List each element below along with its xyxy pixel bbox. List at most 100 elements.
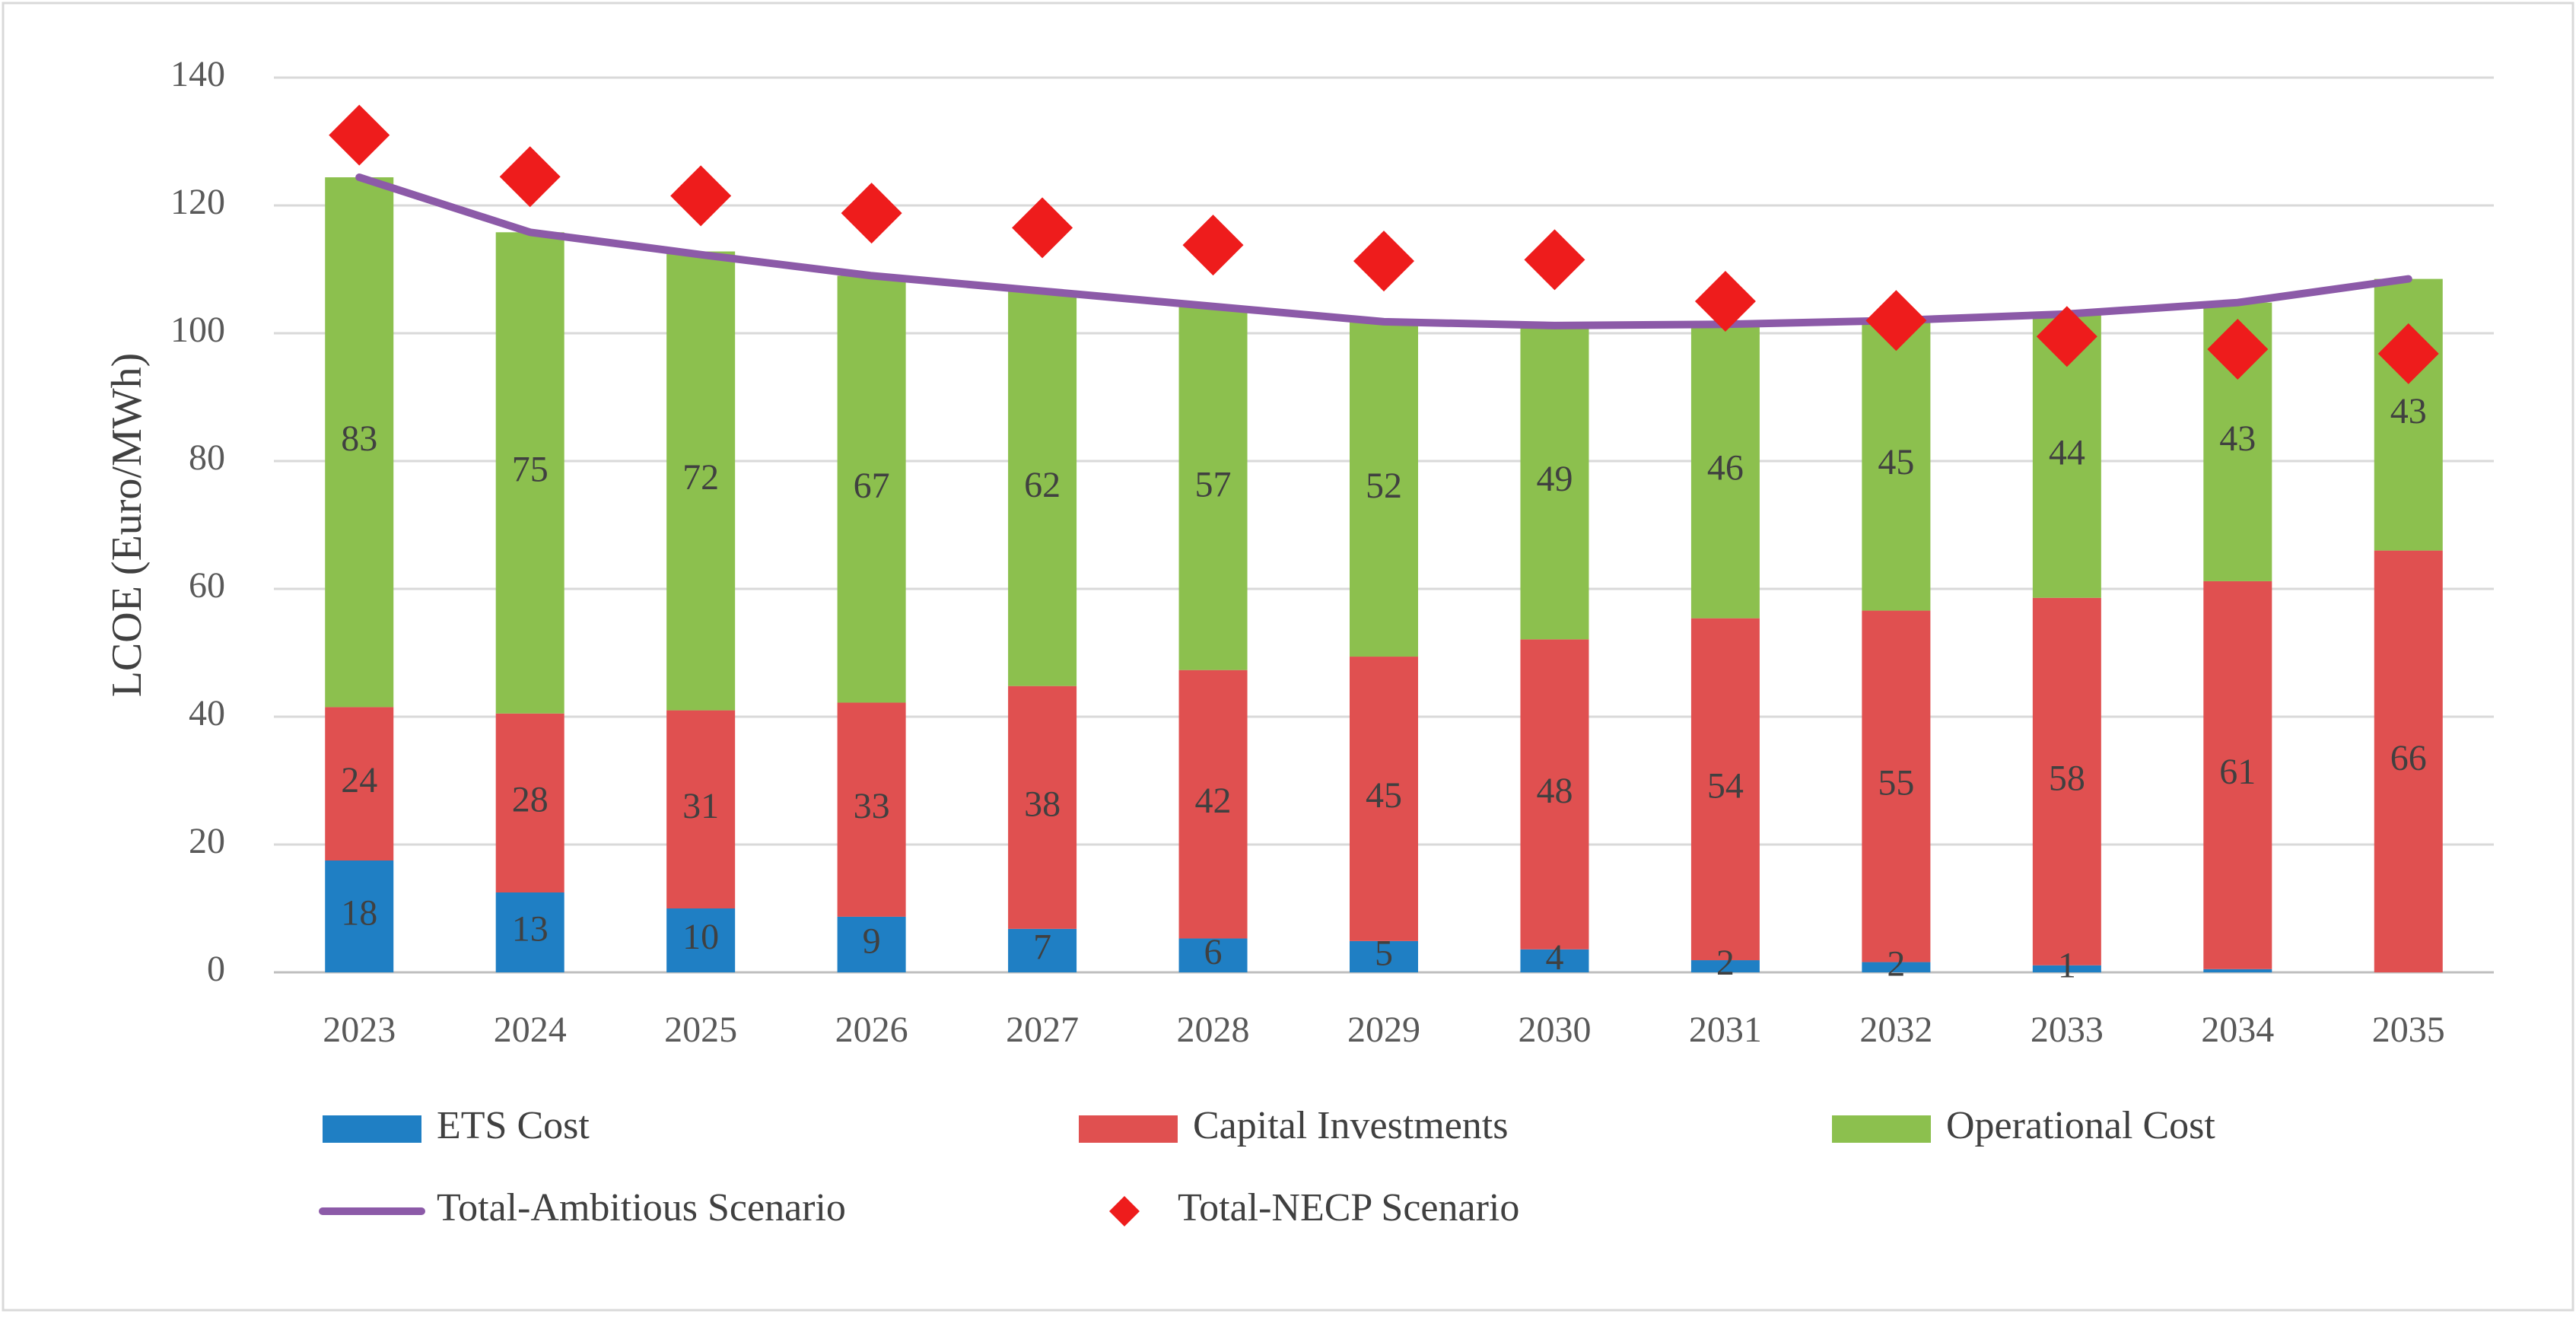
x-tick-label: 2024	[494, 1010, 567, 1050]
x-tick-label: 2026	[835, 1010, 908, 1050]
data-label: 33	[854, 786, 890, 826]
bar-ets-cost-2024	[495, 892, 564, 972]
legend-item-operational-cost: Operational Cost	[1832, 1104, 2215, 1147]
data-label: 10	[682, 917, 719, 957]
bars	[325, 177, 2443, 972]
legend-item-capital-investments: Capital Investments	[1079, 1104, 1508, 1147]
x-axis: 2023 2024 2025 2026 2027 2028 2029 2030 2031 2032…	[323, 1010, 2445, 1050]
x-tick-label: 2027	[1006, 1010, 1079, 1050]
bar-capital-investments-2035	[2374, 550, 2443, 972]
data-label: 5	[1375, 933, 1393, 973]
marker-total-necp-2023	[329, 104, 390, 166]
x-tick-label: 2034	[2201, 1010, 2274, 1050]
bar-operational-cost-2029	[1350, 321, 1418, 657]
x-tick-label: 2033	[2031, 1010, 2104, 1050]
bar-capital-investments-2028	[1178, 670, 1248, 939]
bar-ets-cost-2033	[2032, 965, 2101, 972]
marker-total-necp-2034	[2207, 319, 2269, 380]
bar-capital-investments-2033	[2032, 597, 2101, 965]
marker-total-necp-2030	[1524, 229, 1585, 291]
bar-capital-investments-2023	[325, 707, 394, 861]
marker-total-necp-2027	[1012, 197, 1073, 259]
data-label: 7	[1033, 927, 1051, 967]
data-label: 45	[1366, 775, 1402, 816]
data-label: 45	[1878, 442, 1914, 482]
data-label: 18	[341, 893, 377, 934]
bar-ets-cost-2026	[837, 916, 906, 972]
bar-capital-investments-2027	[1008, 686, 1077, 929]
bar-ets-cost-2025	[666, 908, 736, 972]
y-tick-label: 140	[170, 54, 225, 94]
y-tick-label: 120	[170, 182, 225, 222]
marker-total-necp-2033	[2036, 306, 2097, 367]
y-axis-title: LCOE (Euro/MWh)	[103, 353, 151, 698]
x-tick-label: 2030	[1518, 1010, 1591, 1050]
legend-label: Total-NECP Scenario	[1178, 1186, 1519, 1230]
data-label: 54	[1707, 765, 1744, 806]
data-label: 28	[512, 779, 549, 819]
bar-operational-cost-2027	[1008, 291, 1077, 686]
x-tick-label: 2029	[1347, 1010, 1420, 1050]
bar-capital-investments-2031	[1690, 618, 1760, 961]
marker-total-necp-2031	[1694, 271, 1756, 332]
bar-operational-cost-2023	[325, 177, 394, 708]
data-label: 49	[1536, 459, 1573, 499]
bar-operational-cost-2024	[495, 232, 564, 714]
bar-operational-cost-2030	[1520, 325, 1589, 640]
legend: ETS Cost Capital Investments Operational C…	[319, 1104, 2215, 1230]
data-label: 57	[1195, 465, 1232, 505]
bar-ets-cost-2027	[1008, 928, 1077, 972]
marker-total-necp-2032	[1865, 290, 1927, 352]
bar-ets-cost-2030	[1520, 949, 1589, 972]
legend-swatch	[1832, 1115, 1931, 1143]
data-label: 9	[863, 921, 881, 961]
bar-capital-investments-2024	[495, 713, 564, 892]
bar-operational-cost-2026	[837, 275, 906, 703]
legend-label: ETS Cost	[437, 1104, 590, 1147]
bar-operational-cost-2031	[1690, 324, 1760, 619]
data-label: 13	[512, 909, 549, 950]
bar-capital-investments-2025	[666, 710, 736, 908]
bar-capital-investments-2030	[1520, 639, 1589, 950]
y-tick-label: 40	[189, 693, 225, 733]
bar-ets-cost-2028	[1178, 938, 1248, 972]
marker-total-necp-2024	[499, 146, 561, 208]
data-label: 42	[1195, 781, 1232, 821]
y-tick-label: 80	[189, 437, 225, 478]
legend-item-total-necp-scenario: Total-NECP Scenario	[1109, 1186, 1519, 1230]
data-label: 38	[1024, 784, 1061, 824]
bar-ets-cost-2029	[1350, 940, 1418, 972]
bar-ets-cost-2031	[1690, 960, 1760, 972]
marker-total-necp-2028	[1182, 215, 1244, 276]
legend-item-ets-cost: ETS Cost	[323, 1104, 590, 1147]
x-tick-label: 2025	[664, 1010, 737, 1050]
legend-label: Operational Cost	[1946, 1104, 2215, 1147]
data-label: 48	[1536, 771, 1573, 811]
bar-ets-cost-2032	[1862, 962, 1931, 972]
data-label: 67	[854, 466, 890, 506]
data-label: 43	[2219, 418, 2256, 459]
y-tick-label: 20	[189, 821, 225, 861]
y-tick-label: 100	[170, 310, 225, 350]
data-label: 46	[1707, 447, 1744, 488]
x-tick-label: 2035	[2372, 1010, 2445, 1050]
x-tick-label: 2028	[1177, 1010, 1250, 1050]
bar-capital-investments-2032	[1862, 610, 1931, 962]
data-label: 83	[341, 418, 377, 459]
data-labels: 1824831328751031729336773862642575455244…	[341, 391, 2427, 985]
necp-markers	[329, 104, 2439, 384]
bar-ets-cost-2034	[2203, 969, 2272, 972]
data-label: 62	[1024, 465, 1061, 505]
data-label: 58	[2049, 758, 2085, 798]
x-tick-label: 2023	[323, 1010, 396, 1050]
data-label: 55	[1878, 763, 1914, 803]
x-tick-label: 2032	[1859, 1010, 1932, 1050]
data-label: 4	[1545, 937, 1563, 978]
y-tick-label: 60	[189, 565, 225, 606]
legend-swatch	[323, 1115, 421, 1143]
bar-operational-cost-2028	[1178, 306, 1248, 670]
legend-swatch	[1109, 1196, 1140, 1226]
marker-total-necp-2035	[2377, 323, 2439, 384]
